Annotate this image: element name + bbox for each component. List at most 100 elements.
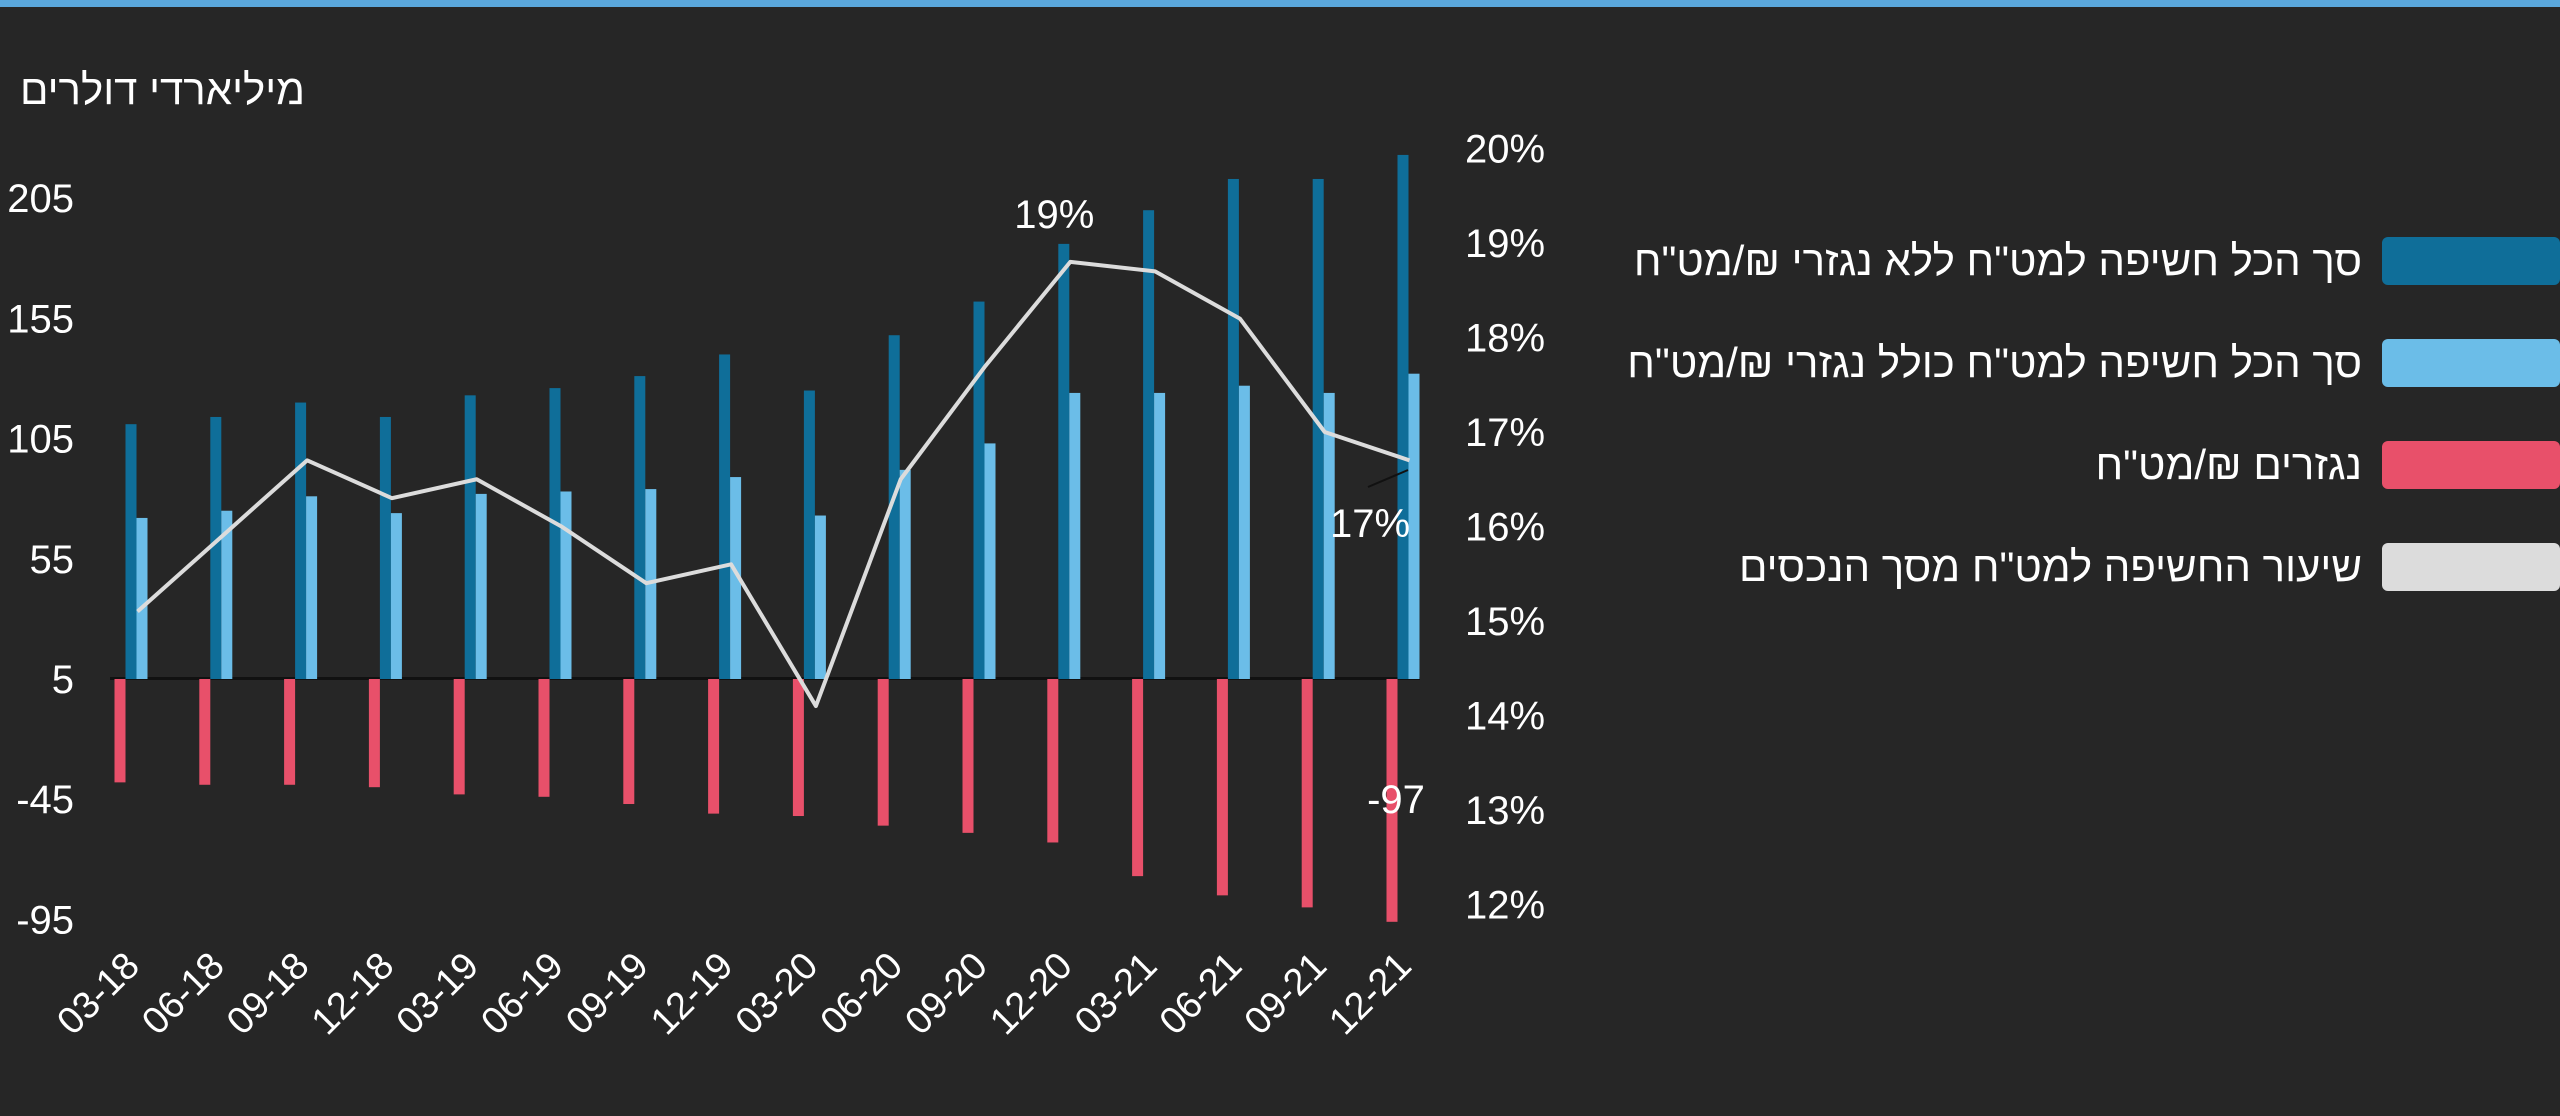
- bar-unhedged: [803, 390, 815, 679]
- right-tick-label: 14%: [1465, 695, 1545, 739]
- bar-derivatives: [368, 679, 380, 788]
- x-tick-label: 06-19: [473, 945, 571, 1043]
- bar-derivatives: [538, 679, 550, 797]
- x-tick-label: 03-19: [389, 945, 487, 1043]
- bar-unhedged: [549, 388, 561, 679]
- right-tick-label: 13%: [1465, 789, 1545, 833]
- right-tick-label: 16%: [1465, 506, 1545, 550]
- right-tick-label: 17%: [1465, 411, 1545, 455]
- bar-hedged: [1408, 373, 1420, 679]
- chart: מיליארדי דולרים205155105555-45-9520%19%1…: [7, 66, 1545, 1043]
- bar-hedged: [814, 515, 826, 679]
- bar-hedged: [136, 517, 148, 679]
- left-tick-label: 155: [7, 297, 74, 341]
- bar-unhedged: [1312, 178, 1324, 679]
- x-tick-label: 06-20: [813, 945, 911, 1043]
- bar-unhedged: [210, 416, 222, 679]
- legend: סך הכל חשיפה למט"ח ללא נגזרי ₪/מט"ח סך ה…: [1560, 210, 2560, 618]
- data-label-neg97: -97: [1367, 778, 1425, 822]
- left-tick-label: -95: [16, 898, 74, 942]
- bar-derivatives: [792, 679, 804, 817]
- bar-derivatives: [453, 679, 465, 795]
- x-tick-label: 09-20: [897, 945, 995, 1043]
- bar-hedged: [221, 510, 233, 679]
- bar-unhedged: [634, 376, 646, 679]
- bar-hedged: [475, 493, 487, 679]
- bar-hedged: [306, 496, 318, 679]
- left-tick-label: 55: [30, 538, 75, 582]
- bar-unhedged: [973, 301, 985, 679]
- x-tick-label: 12-19: [643, 945, 741, 1043]
- left-tick-label: 205: [7, 177, 74, 221]
- left-axis-title: מיליארדי דולרים: [20, 66, 305, 113]
- top-accent-bar: [0, 0, 2560, 7]
- bar-derivatives: [1047, 679, 1059, 843]
- right-tick-label: 12%: [1465, 884, 1545, 928]
- bar-derivatives: [623, 679, 635, 805]
- data-label-17pct: 17%: [1330, 502, 1410, 546]
- bar-unhedged: [1227, 178, 1239, 679]
- bar-unhedged: [1397, 154, 1409, 680]
- x-tick-label: 09-21: [1237, 945, 1335, 1043]
- right-tick-label: 20%: [1465, 128, 1545, 172]
- x-tick-label: 12-18: [304, 945, 402, 1043]
- bar-hedged: [1323, 392, 1335, 679]
- legend-item-unhedged: סך הכל חשיפה למט"ח ללא נגזרי ₪/מט"ח: [1560, 210, 2560, 312]
- bar-derivatives: [1301, 679, 1313, 908]
- x-tick-label: 03-21: [1067, 945, 1165, 1043]
- x-tick-label: 03-18: [49, 945, 147, 1043]
- bar-unhedged: [379, 416, 391, 679]
- x-tick-label: 03-20: [728, 945, 826, 1043]
- bar-hedged: [1069, 392, 1081, 679]
- bar-unhedged: [1058, 243, 1070, 679]
- legend-label-unhedged: סך הכל חשיפה למט"ח ללא נגזרי ₪/מט"ח: [1633, 237, 2362, 284]
- bar-derivatives: [114, 679, 126, 783]
- data-label-leader: [1367, 469, 1409, 488]
- left-tick-label: 105: [7, 418, 74, 462]
- legend-item-hedged: סך הכל חשיפה למט"ח כולל נגזרי ₪/מט"ח: [1560, 312, 2560, 414]
- bar-hedged: [390, 513, 402, 679]
- right-tick-label: 19%: [1465, 222, 1545, 266]
- legend-item-derivatives: נגזרים ₪/מט"ח: [1560, 414, 2560, 516]
- bar-hedged: [984, 443, 996, 679]
- bar-derivatives: [877, 679, 889, 826]
- bar-hedged: [1154, 392, 1166, 679]
- legend-swatch-unhedged: [2382, 237, 2560, 285]
- left-tick-label: -45: [16, 778, 74, 822]
- right-tick-label: 18%: [1465, 317, 1545, 361]
- bar-unhedged: [888, 335, 900, 679]
- bar-derivatives: [1216, 679, 1228, 896]
- bar-hedged: [560, 491, 572, 679]
- x-tick-label: 09-18: [219, 945, 317, 1043]
- bar-derivatives: [962, 679, 974, 833]
- legend-swatch-hedged: [2382, 339, 2560, 387]
- x-tick-label: 12-20: [982, 945, 1080, 1043]
- bar-derivatives: [1386, 679, 1398, 922]
- x-tick-label: 09-19: [558, 945, 656, 1043]
- bar-unhedged: [125, 424, 137, 679]
- right-tick-label: 15%: [1465, 600, 1545, 644]
- line-exposure-rate: [136, 259, 1411, 709]
- legend-item-exposure-rate: שיעור החשיפה למט"ח מסך הנכסים: [1560, 516, 2560, 618]
- bar-unhedged: [464, 395, 476, 679]
- legend-label-hedged: סך הכל חשיפה למט"ח כולל נגזרי ₪/מט"ח: [1627, 339, 2362, 386]
- legend-swatch-derivatives: [2382, 441, 2560, 489]
- bar-unhedged: [719, 354, 731, 679]
- x-tick-label: 06-21: [1152, 945, 1250, 1043]
- bar-derivatives: [199, 679, 211, 785]
- x-tick-label: 06-18: [134, 945, 232, 1043]
- legend-label-exposure-rate: שיעור החשיפה למט"ח מסך הנכסים: [1738, 543, 2362, 590]
- bar-unhedged: [1143, 210, 1155, 679]
- legend-swatch-exposure-rate: [2382, 543, 2560, 591]
- data-label-19pct: 19%: [1014, 193, 1094, 237]
- bar-derivatives: [1132, 679, 1144, 877]
- x-tick-label: 12-21: [1321, 945, 1419, 1043]
- bar-hedged: [1238, 385, 1250, 679]
- bar-derivatives: [284, 679, 296, 785]
- bar-derivatives: [708, 679, 720, 814]
- bar-hedged: [730, 477, 742, 679]
- bar-unhedged: [295, 402, 307, 679]
- bar-hedged: [899, 469, 911, 679]
- legend-label-derivatives: נגזרים ₪/מט"ח: [2095, 441, 2363, 488]
- left-tick-label: 5: [52, 658, 74, 702]
